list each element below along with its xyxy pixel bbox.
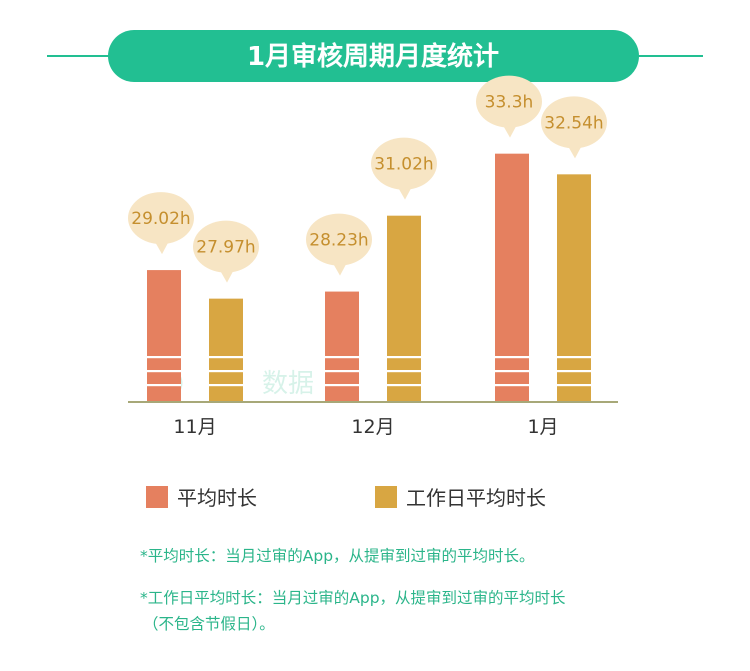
- watermark-text: 数据: [262, 369, 314, 399]
- bar-stripe-1-2-2: [557, 384, 591, 387]
- data-bubble-0-2: 33.3h: [476, 75, 542, 138]
- legend: 平均时长 工作日平均时长: [146, 486, 546, 510]
- category-label-0: 11月: [173, 416, 216, 438]
- data-bubble-1-0: 27.97h: [193, 220, 259, 283]
- bar-0-0: [147, 270, 181, 402]
- footnote-average: *平均时长：当月过审的App，从提审到过审的平均时长。: [140, 547, 535, 565]
- bar-stripe-0-2-1: [495, 370, 529, 373]
- data-bubble-1-2: 32.54h: [541, 96, 607, 159]
- footnote-workday: *工作日平均时长：当月过审的App，从提审到过审的平均时长: [140, 589, 566, 607]
- bar-stripe-0-1-2: [325, 384, 359, 387]
- bar-stripe-1-1-1: [387, 370, 421, 373]
- bubble-tail-0-2: [502, 122, 518, 138]
- bar-stripe-1-0-2: [209, 384, 243, 387]
- bubble-shape-1-2: [541, 96, 607, 149]
- data-label-1-0: 27.97h: [196, 238, 255, 258]
- data-bubble-1-1: 31.02h: [371, 137, 437, 200]
- bar-0-1: [325, 291, 359, 402]
- bar-stripe-0-2-2: [495, 384, 529, 387]
- bar-0-2: [495, 153, 529, 402]
- category-labels: 11月 12月 1月: [173, 416, 558, 438]
- bars-layer: 29.02h 27.97h 28.23h 31.02h 33.3h 32.54h: [128, 75, 607, 402]
- bubble-tail-0-1: [332, 260, 348, 276]
- bar-stripe-1-0-0: [209, 356, 243, 359]
- bar-stripe-1-0-1: [209, 370, 243, 373]
- chart-title: 1月审核周期月度统计: [247, 41, 499, 72]
- legend-swatch-workday: [375, 486, 397, 508]
- data-label-1-2: 32.54h: [544, 113, 603, 133]
- bar-stripe-0-0-0: [147, 356, 181, 359]
- bar-stripe-1-1-0: [387, 356, 421, 359]
- data-bubble-0-0: 29.02h: [128, 192, 194, 255]
- bar-stripe-0-2-0: [495, 356, 529, 359]
- bubble-tail-1-0: [219, 267, 235, 283]
- data-label-0-1: 28.23h: [309, 231, 368, 251]
- bar-stripe-0-0-1: [147, 370, 181, 373]
- bubble-shape-1-1: [371, 137, 437, 190]
- legend-label-avg: 平均时长: [177, 486, 257, 510]
- data-label-1-1: 31.02h: [374, 155, 433, 175]
- footnote-workday-cont: （不包含节假日）。: [143, 615, 275, 633]
- bubble-shape-0-2: [476, 75, 542, 128]
- bar-stripe-1-2-0: [557, 356, 591, 359]
- category-label-2: 1月: [527, 416, 558, 438]
- legend-label-workday: 工作日平均时长: [406, 486, 546, 510]
- bubble-shape-0-0: [128, 192, 194, 245]
- bar-1-2: [557, 174, 591, 402]
- data-label-0-2: 33.3h: [485, 93, 534, 113]
- title-banner: 1月审核周期月度统计: [47, 30, 703, 82]
- bubble-tail-0-0: [154, 239, 170, 255]
- bar-stripe-0-1-1: [325, 370, 359, 373]
- bubble-tail-1-2: [567, 143, 583, 159]
- legend-swatch-avg: [146, 486, 168, 508]
- bubble-shape-0-1: [306, 213, 372, 266]
- bar-stripe-0-1-0: [325, 356, 359, 359]
- bubble-shape-1-0: [193, 220, 259, 273]
- data-bubble-0-1: 28.23h: [306, 213, 372, 276]
- bar-stripe-1-2-1: [557, 370, 591, 373]
- bar-stripe-0-0-2: [147, 384, 181, 387]
- bar-stripe-1-1-2: [387, 384, 421, 387]
- title-pill: [108, 30, 639, 82]
- data-label-0-0: 29.02h: [131, 209, 190, 229]
- bubble-tail-1-1: [397, 184, 413, 200]
- bar-1-1: [387, 215, 421, 402]
- category-label-1: 12月: [351, 416, 394, 438]
- bar-1-0: [209, 298, 243, 402]
